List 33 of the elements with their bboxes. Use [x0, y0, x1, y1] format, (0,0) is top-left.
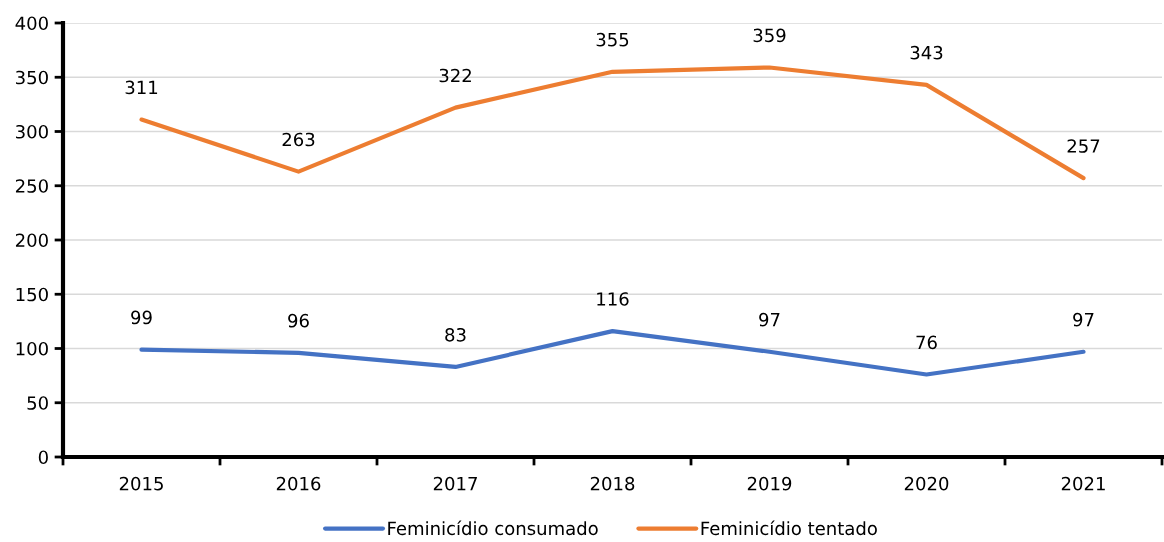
data-label: 257: [1067, 139, 1100, 153]
y-tick-label: 250: [15, 179, 48, 193]
x-tick-label: 2020: [904, 476, 949, 491]
y-tick-label: 150: [16, 287, 48, 302]
x-tick-label: 2021: [1061, 476, 1105, 491]
y-tick-label: 100: [16, 341, 48, 356]
data-label: 96: [288, 313, 309, 328]
x-tick-label: 2015: [119, 476, 163, 491]
data-label: 83: [445, 327, 466, 342]
y-tick-label: 50: [27, 396, 48, 410]
legend-label: Feminicídio consumado: [388, 520, 598, 536]
data-label: 322: [439, 68, 471, 83]
line-series: [139, 329, 1086, 377]
data-label: 359: [753, 28, 786, 43]
x-tick-label: 2019: [747, 476, 792, 491]
data-label: 355: [596, 32, 629, 47]
y-tick-label: 350: [16, 70, 48, 85]
data-label: 99: [131, 310, 152, 325]
legend-label: Feminicídio tentado: [701, 520, 877, 536]
data-label: 97: [1073, 312, 1094, 327]
data-label: 343: [910, 45, 943, 60]
data-label: 263: [282, 132, 315, 147]
data-label: 76: [916, 335, 937, 350]
y-tick-label: 0: [38, 450, 48, 465]
data-label: 116: [597, 292, 629, 306]
y-tick-label: 300: [16, 124, 48, 139]
data-label: 311: [125, 80, 158, 95]
x-tick-label: 2017: [433, 476, 477, 491]
data-label: 97: [759, 312, 780, 327]
x-tick-label: 2016: [276, 476, 321, 491]
y-tick-label: 200: [15, 233, 48, 248]
y-tick-label: 400: [15, 16, 48, 31]
x-tick-label: 2018: [590, 476, 635, 491]
